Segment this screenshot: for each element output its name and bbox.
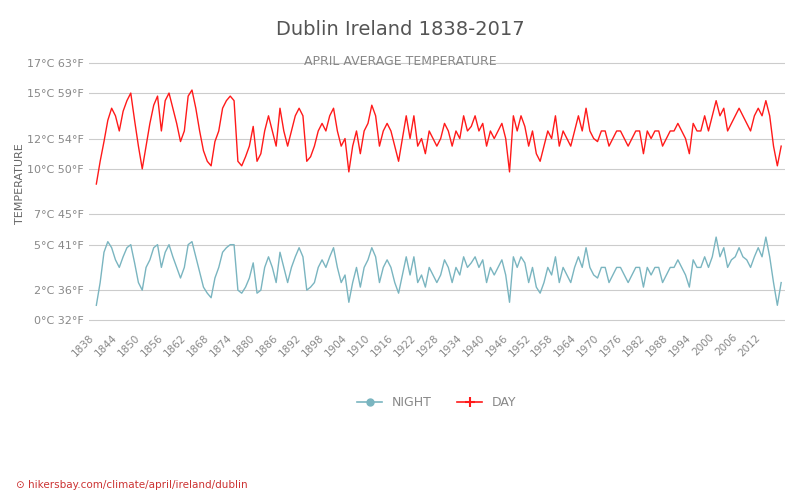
Text: ⊙ hikersbay.com/climate/april/ireland/dublin: ⊙ hikersbay.com/climate/april/ireland/du… — [16, 480, 248, 490]
Text: Dublin Ireland 1838-2017: Dublin Ireland 1838-2017 — [276, 20, 524, 39]
Text: APRIL AVERAGE TEMPERATURE: APRIL AVERAGE TEMPERATURE — [304, 55, 496, 68]
Legend: NIGHT, DAY: NIGHT, DAY — [352, 391, 522, 414]
Y-axis label: TEMPERATURE: TEMPERATURE — [15, 144, 25, 224]
